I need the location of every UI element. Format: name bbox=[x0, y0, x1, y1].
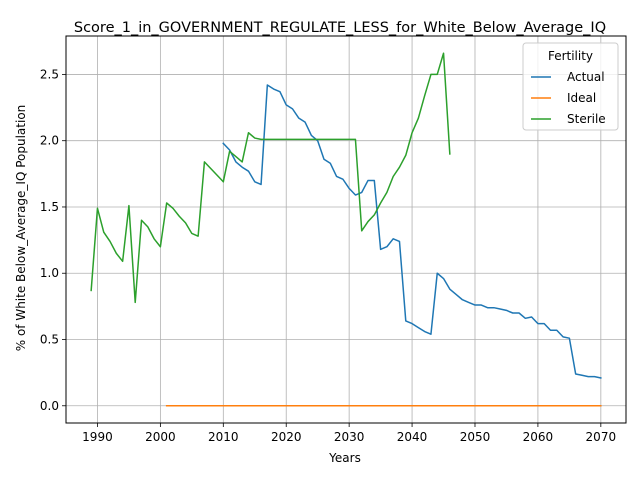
x-tick-label: 2050 bbox=[460, 430, 491, 444]
x-tick-label: 2060 bbox=[523, 430, 554, 444]
legend-title: Fertility bbox=[548, 49, 593, 63]
x-tick-label: 1990 bbox=[82, 430, 113, 444]
plot-area-frame bbox=[65, 35, 627, 424]
legend-label-ideal: Ideal bbox=[567, 91, 596, 105]
series-lines bbox=[90, 52, 602, 407]
x-tick-label: 2030 bbox=[334, 430, 365, 444]
x-axis-label: Years bbox=[328, 451, 361, 465]
y-tick-label: 1.0 bbox=[40, 266, 59, 280]
y-tick-label: 2.0 bbox=[40, 134, 59, 148]
legend-label-sterile: Sterile bbox=[567, 112, 606, 126]
y-tick-label: 2.5 bbox=[40, 67, 59, 81]
y-tick-label: 0.0 bbox=[40, 399, 59, 413]
legend: Fertility Actual Ideal Sterile bbox=[522, 42, 619, 131]
y-tick-label: 0.5 bbox=[40, 333, 59, 347]
x-axis-ticks: 1990 2000 2010 2020 2030 2040 2050 2060 2070 bbox=[82, 423, 616, 444]
series-line-actual bbox=[222, 84, 602, 379]
y-tick-label: 1.5 bbox=[40, 200, 59, 214]
y-axis-label: % of White Below_Average_IQ Population bbox=[14, 105, 28, 352]
legend-items: Actual Ideal Sterile bbox=[531, 70, 606, 126]
x-tick-label: 2020 bbox=[271, 430, 302, 444]
legend-label-actual: Actual bbox=[567, 70, 605, 84]
chart-title: Score_1_in_GOVERNMENT_REGULATE_LESS_for_… bbox=[74, 20, 606, 36]
legend-box bbox=[522, 42, 619, 131]
x-tick-label: 2070 bbox=[586, 430, 617, 444]
series-line-sterile bbox=[90, 52, 451, 304]
x-tick-label: 2000 bbox=[145, 430, 176, 444]
grid-lines bbox=[66, 36, 626, 423]
y-axis-ticks: 0.0 0.5 1.0 1.5 2.0 2.5 bbox=[40, 67, 66, 413]
x-tick-label: 2040 bbox=[397, 430, 428, 444]
x-tick-label: 2010 bbox=[208, 430, 239, 444]
